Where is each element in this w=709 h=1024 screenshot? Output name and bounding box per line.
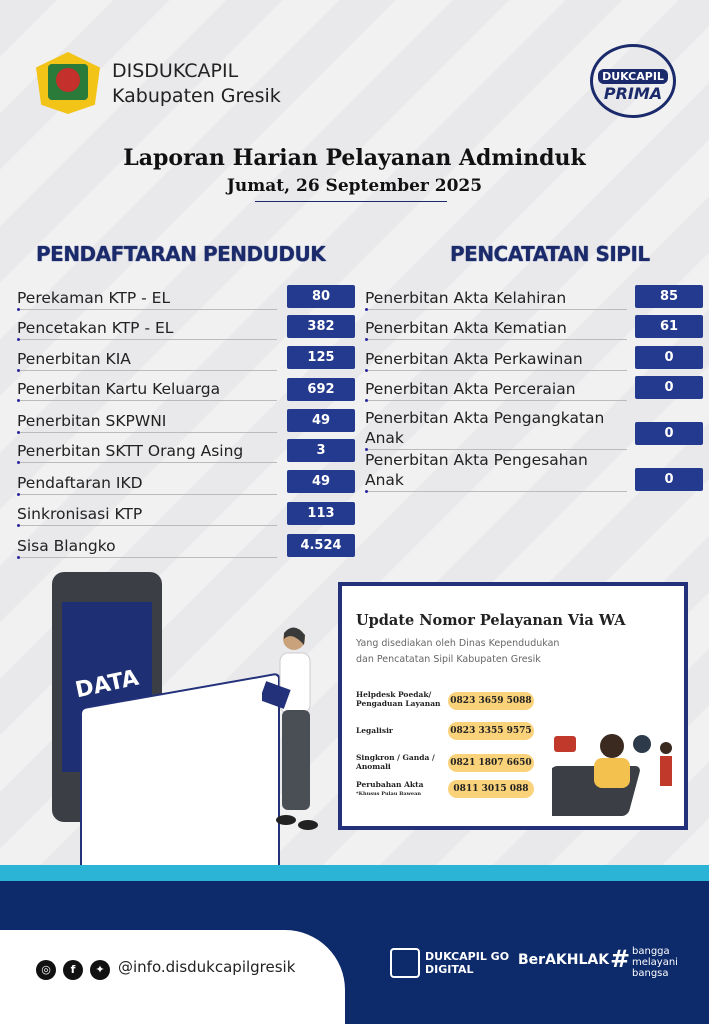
stat-label: Penerbitan SKTT Orang Asing — [17, 442, 244, 460]
stat-value: 0 — [635, 376, 703, 399]
stat-label: Perekaman KTP - EL — [17, 289, 171, 307]
divider — [255, 201, 447, 202]
row-underline — [17, 369, 277, 372]
stat-value: 692 — [287, 378, 355, 401]
stat-row: Pencetakan KTP - EL — [17, 310, 277, 341]
stat-label: Penerbitan Akta Kematian — [365, 319, 567, 337]
row-underline — [17, 338, 277, 341]
stat-value: 125 — [287, 346, 355, 369]
report-date: Jumat, 26 September 2025 — [226, 176, 483, 196]
stat-row: Penerbitan KIA — [17, 341, 277, 372]
stat-value: 3 — [287, 439, 355, 462]
row-underline — [17, 461, 277, 464]
stat-label: Penerbitan Akta Kelahiran — [365, 289, 567, 307]
stat-row: Penerbitan Akta Perkawinan — [365, 341, 627, 372]
woman-illustration — [262, 627, 318, 830]
row-underline — [365, 338, 627, 341]
row-underline — [17, 493, 277, 496]
stat-label: Pencetakan KTP - EL — [17, 319, 174, 337]
customer-service-illustration — [552, 734, 672, 816]
footer-accent-band — [0, 865, 709, 881]
org-name: DISDUKCAPIL — [112, 60, 239, 82]
row-underline — [17, 556, 277, 559]
social-handle[interactable]: @info.disdukcapilgresik — [118, 958, 296, 976]
social-panel — [0, 930, 345, 1024]
row-underline — [17, 524, 277, 527]
stat-row: Sinkronisasi KTP — [17, 496, 277, 527]
report-title: Laporan Harian Pelayanan Adminduk — [123, 145, 586, 171]
stat-row: Penerbitan Akta Kelahiran — [365, 280, 627, 311]
stat-label: Sinkronisasi KTP — [17, 505, 143, 523]
stat-value: 0 — [635, 346, 703, 369]
fingerprint-icon — [390, 948, 420, 978]
row-underline — [365, 490, 627, 493]
instagram-icon[interactable]: ◎ — [36, 960, 56, 980]
contact-label: Perubahan Akta — [356, 780, 424, 789]
stat-row: Penerbitan Akta Pengangkatan Anak — [365, 408, 627, 451]
contact-number[interactable]: 0823 3659 5088 — [448, 692, 534, 710]
stat-value: 49 — [287, 409, 355, 432]
bangga-melayani-logo: bangga melayani bangsa — [632, 946, 678, 979]
row-underline — [365, 308, 627, 311]
stat-label: Penerbitan Akta Perceraian — [365, 380, 576, 398]
twitter-icon[interactable]: ✦ — [90, 960, 110, 980]
row-underline — [365, 448, 627, 451]
wa-subtitle: Yang disediakan oleh Dinas Kependudukan d… — [356, 638, 560, 665]
stat-label: Pendaftaran IKD — [17, 474, 143, 492]
stat-row: Penerbitan Akta Kematian — [365, 310, 627, 341]
stat-label: Penerbitan KIA — [17, 350, 131, 368]
dukcapil-prima-logo: DUKCAPIL PRIMA — [590, 44, 676, 118]
row-underline — [17, 399, 277, 402]
contact-label: Legalisir — [356, 726, 393, 735]
stat-label: Penerbitan SKPWNI — [17, 412, 167, 430]
pendaftaran-heading: PENDAFTARAN PENDUDUK — [36, 242, 326, 266]
stat-row: Penerbitan Akta Pengesahan Anak — [365, 450, 627, 493]
stat-row: Penerbitan Kartu Keluarga — [17, 371, 277, 402]
stat-row: Penerbitan SKTT Orang Asing — [17, 433, 277, 464]
stat-label: Penerbitan Kartu Keluarga — [17, 380, 221, 398]
gresik-logo — [36, 52, 100, 114]
row-underline — [17, 431, 277, 434]
stat-value: 113 — [287, 502, 355, 525]
stat-row: Sisa Blangko — [17, 528, 277, 559]
contact-note: *Khusus Pulau Bawean — [356, 791, 421, 797]
stat-value: 61 — [635, 315, 703, 338]
row-underline — [365, 369, 627, 372]
stat-label: Penerbitan Akta Pengesahan Anak — [365, 451, 588, 489]
stat-value: 85 — [635, 285, 703, 308]
org-region: Kabupaten Gresik — [112, 85, 281, 107]
stat-row: Penerbitan SKPWNI — [17, 403, 277, 434]
stat-row: Perekaman KTP - EL — [17, 280, 277, 311]
wa-title: Update Nomor Pelayanan Via WA — [356, 612, 626, 629]
stat-value: 49 — [287, 470, 355, 493]
contact-label: Singkron / Ganda / Anomali — [356, 753, 435, 771]
dukcapil-go-digital-logo: DUKCAPIL GO DIGITAL — [425, 950, 510, 976]
contact-number[interactable]: 0811 3015 088 — [448, 780, 534, 798]
bangga-melayani-icon: # — [610, 945, 631, 973]
stat-value: 4.524 — [287, 534, 355, 557]
row-underline — [17, 308, 277, 311]
pencatatan-heading: PENCATATAN SIPIL — [450, 242, 650, 266]
stat-label: Penerbitan Akta Pengangkatan Anak — [365, 409, 605, 447]
berakhlak-logo: BerAKHLAK — [518, 952, 610, 968]
stat-value: 382 — [287, 315, 355, 338]
row-underline — [365, 399, 627, 402]
contact-label: Helpdesk Poedak/ Pengaduan Layanan — [356, 690, 441, 708]
stat-label: Penerbitan Akta Perkawinan — [365, 350, 583, 368]
stat-row: Penerbitan Akta Perceraian — [365, 371, 627, 402]
contact-number[interactable]: 0821 1807 6650 — [448, 754, 534, 772]
stat-value: 0 — [635, 422, 703, 445]
stat-value: 80 — [287, 285, 355, 308]
stat-label: Sisa Blangko — [17, 537, 116, 555]
contact-number[interactable]: 0823 3355 9575 — [448, 722, 534, 740]
facebook-icon[interactable]: f — [63, 960, 83, 980]
stat-row: Pendaftaran IKD — [17, 465, 277, 496]
wa-service-card: Update Nomor Pelayanan Via WA Yang dised… — [338, 582, 688, 830]
stat-value: 0 — [635, 468, 703, 491]
